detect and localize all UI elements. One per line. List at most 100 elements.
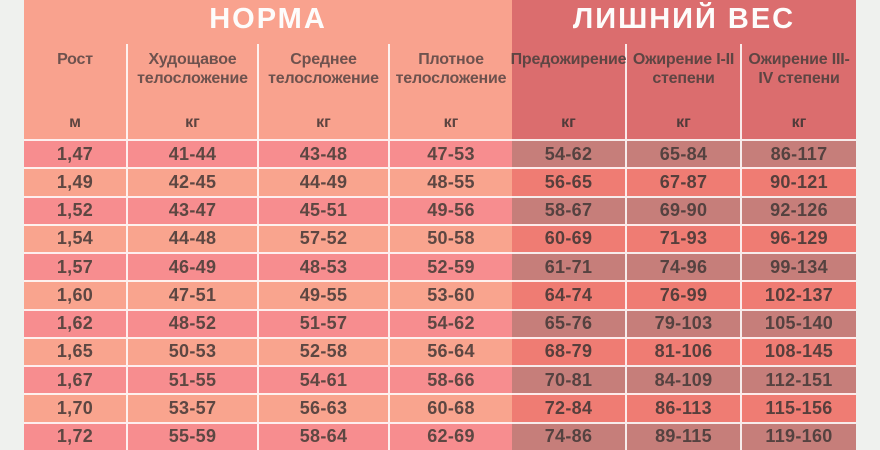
page-margin-right [856, 0, 880, 450]
page-margin-left [0, 0, 24, 450]
column-label: Ожирение I-II степени [632, 51, 735, 87]
weight-range-cell: 64-74 [512, 280, 627, 309]
height-cell: 1,49 [24, 167, 128, 196]
weight-range-cell: 76-99 [627, 280, 742, 309]
column-label: Ожирение III-IV степени [748, 51, 850, 87]
weight-range-cell: 52-58 [259, 336, 390, 366]
weight-range-cell: 56-65 [512, 167, 627, 196]
weight-range-cell: 60-68 [390, 393, 512, 422]
weight-range-cell: 58-67 [512, 195, 627, 224]
weight-range-cell: 55-59 [128, 421, 259, 450]
weight-range-cell: 53-57 [128, 393, 259, 422]
column-label: Плотное телосложение [395, 51, 507, 87]
column-unit: кг [676, 114, 691, 131]
weight-range-cell: 42-45 [128, 167, 259, 196]
weight-range-cell: 49-56 [390, 195, 512, 224]
weight-range-cell: 43-47 [128, 195, 259, 224]
column-header-6: Ожирение I-II степени кг [627, 44, 742, 139]
column-unit: м [69, 114, 81, 131]
height-cell: 1,72 [24, 421, 128, 450]
height-cell: 1,62 [24, 308, 128, 337]
weight-range-cell: 86-117 [742, 139, 856, 168]
weight-range-cell: 44-49 [259, 167, 390, 196]
section-title-overweight: ЛИШНИЙ ВЕС [512, 0, 856, 44]
weight-range-cell: 92-126 [742, 195, 856, 224]
weight-range-cell: 51-57 [259, 308, 390, 337]
weight-range-cell: 89-115 [627, 421, 742, 450]
weight-range-cell: 43-48 [259, 139, 390, 168]
column-unit: кг [443, 114, 459, 131]
column-label: Худощавое телосложение [137, 51, 248, 87]
weight-range-cell: 41-44 [128, 139, 259, 168]
height-cell: 1,70 [24, 393, 128, 422]
weight-range-cell: 57-52 [259, 223, 390, 253]
column-unit: кг [316, 114, 331, 131]
weight-range-cell: 60-69 [512, 223, 627, 253]
column-unit: кг [561, 114, 576, 131]
weight-range-cell: 115-156 [742, 393, 856, 422]
weight-range-cell: 99-134 [742, 252, 856, 281]
weight-range-cell: 105-140 [742, 308, 856, 337]
column-header-2: Худощавое телосложение кг [128, 44, 259, 139]
weight-range-cell: 72-84 [512, 393, 627, 422]
weight-range-cell: 81-106 [627, 336, 742, 366]
height-cell: 1,65 [24, 336, 128, 366]
column-label: Среднее телосложение [268, 51, 379, 87]
column-unit: кг [185, 114, 200, 131]
weight-range-cell: 47-53 [390, 139, 512, 168]
height-cell: 1,67 [24, 365, 128, 394]
weight-range-cell: 54-62 [512, 139, 627, 168]
height-cell: 1,54 [24, 223, 128, 253]
weight-range-cell: 108-145 [742, 336, 856, 366]
weight-range-cell: 54-62 [390, 308, 512, 337]
column-header-1: Рост м [24, 44, 128, 139]
column-header-4: Плотное телосложение кг [390, 44, 512, 139]
weight-range-cell: 70-81 [512, 365, 627, 394]
weight-range-cell: 68-79 [512, 336, 627, 366]
weight-range-cell: 49-55 [259, 280, 390, 309]
weight-range-cell: 56-63 [259, 393, 390, 422]
weight-range-cell: 67-87 [627, 167, 742, 196]
weight-range-cell: 58-66 [390, 365, 512, 394]
weight-range-cell: 84-109 [627, 365, 742, 394]
column-label: Предожирение [510, 51, 627, 68]
weight-range-cell: 86-113 [627, 393, 742, 422]
column-header-5: Предожирение кг [510, 44, 627, 139]
weight-range-cell: 102-137 [742, 280, 856, 309]
weight-range-cell: 48-52 [128, 308, 259, 337]
column-label: Рост [57, 51, 93, 68]
weight-range-cell: 56-64 [390, 336, 512, 366]
weight-range-cell: 46-49 [128, 252, 259, 281]
weight-range-cell: 65-76 [512, 308, 627, 337]
weight-range-cell: 54-61 [259, 365, 390, 394]
weight-range-cell: 61-71 [512, 252, 627, 281]
weight-range-cell: 53-60 [390, 280, 512, 309]
weight-range-cell: 48-53 [259, 252, 390, 281]
weight-range-cell: 58-64 [259, 421, 390, 450]
weight-range-cell: 65-84 [627, 139, 742, 168]
column-unit: кг [791, 114, 807, 131]
weight-range-cell: 74-96 [627, 252, 742, 281]
height-cell: 1,47 [24, 139, 128, 168]
weight-table: НОРМА ЛИШНИЙ ВЕС Рост м Худощавое телослож… [24, 0, 856, 450]
weight-range-cell: 62-69 [390, 421, 512, 450]
weight-range-cell: 69-90 [627, 195, 742, 224]
height-cell: 1,60 [24, 280, 128, 309]
weight-range-cell: 51-55 [128, 365, 259, 394]
height-cell: 1,57 [24, 252, 128, 281]
weight-range-cell: 47-51 [128, 280, 259, 309]
weight-range-cell: 79-103 [627, 308, 742, 337]
weight-range-cell: 71-93 [627, 223, 742, 253]
weight-range-cell: 45-51 [259, 195, 390, 224]
weight-range-cell: 50-58 [390, 223, 512, 253]
weight-range-cell: 112-151 [742, 365, 856, 394]
weight-range-cell: 50-53 [128, 336, 259, 366]
weight-range-cell: 48-55 [390, 167, 512, 196]
weight-range-cell: 52-59 [390, 252, 512, 281]
weight-range-cell: 44-48 [128, 223, 259, 253]
section-title-norma: НОРМА [24, 0, 512, 44]
weight-range-cell: 119-160 [742, 421, 856, 450]
column-header-3: Среднее телосложение кг [259, 44, 390, 139]
column-header-7: Ожирение III-IV степени кг [742, 44, 856, 139]
